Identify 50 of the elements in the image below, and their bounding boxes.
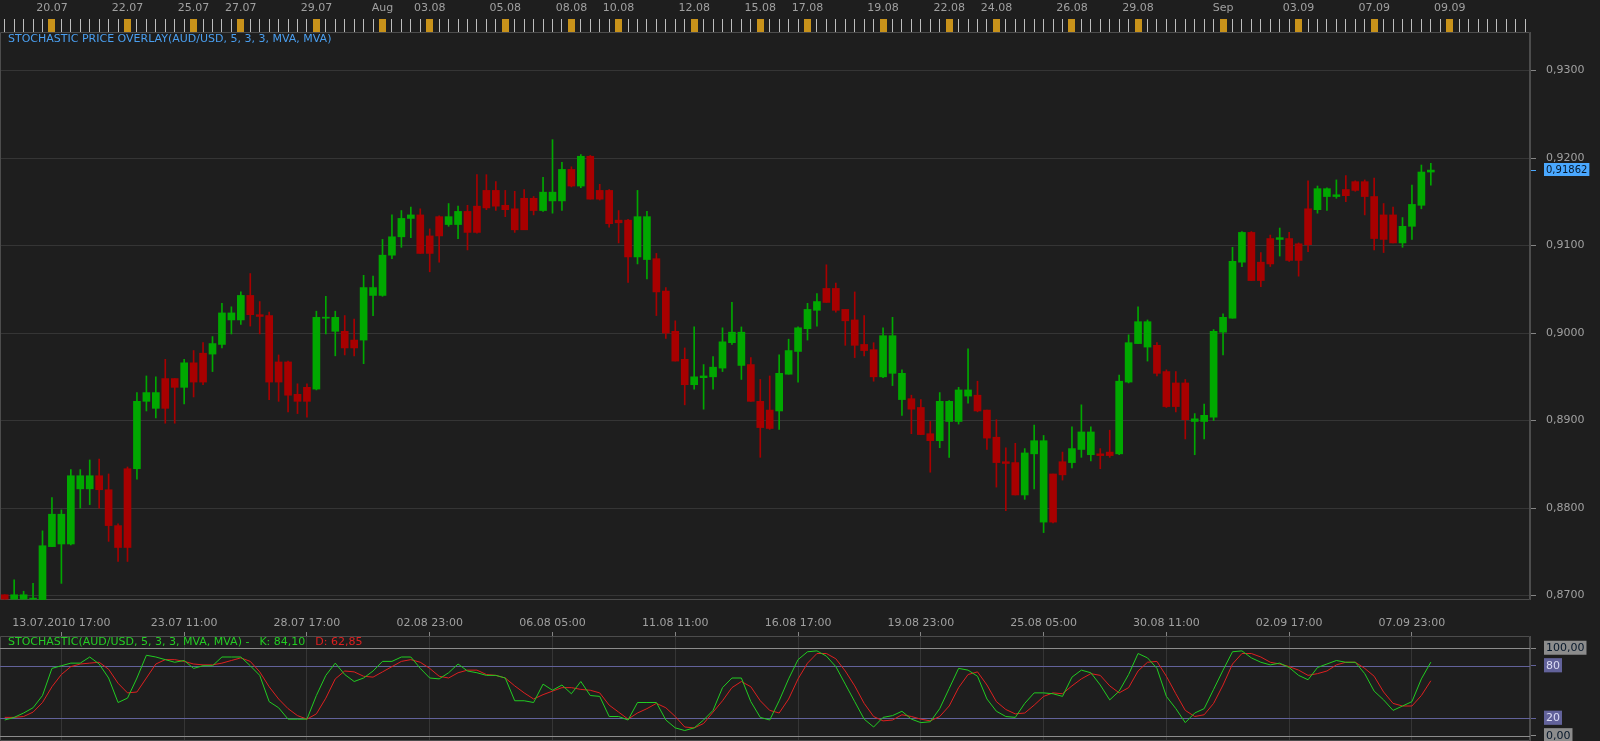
y-tick-label: 0,00 [1546, 728, 1571, 741]
x-tick-label: 11.08 11:00 [641, 616, 709, 630]
x-tick-label: 15.08 [744, 1, 777, 15]
x-tick-label: 12.08 [678, 1, 710, 15]
x-tick-label: 25.08 05:00 [1010, 616, 1077, 630]
x-tick-label: 16.08 17:00 [764, 616, 832, 630]
x-tick-label: 22.07 [111, 1, 144, 15]
x-tick-label: 03.09 [1282, 1, 1315, 15]
x-tick-label: 22.08 [933, 1, 965, 15]
y-tick-label: 0,9000 [1546, 325, 1585, 339]
x-tick-label: 20.07 [36, 1, 68, 15]
x-tick-label: 17.08 [791, 1, 824, 15]
y-tick-label: 0,91862 [1546, 163, 1588, 175]
y-tick-label: 0,8700 [1546, 588, 1585, 602]
x-tick-label: 30.08 11:00 [1133, 616, 1200, 630]
text: D: 62,85 [315, 634, 363, 648]
x-tick-label: 08.08 [555, 1, 588, 15]
x-tick-label: 02.09 17:00 [1255, 616, 1323, 630]
x-tick-label: 06.08 05:00 [519, 616, 586, 630]
y-tick-label: 0,9200 [1546, 150, 1585, 164]
x-tick-label: 13.07.2010 17:00 [12, 616, 111, 630]
x-tick-label: Aug [371, 1, 394, 15]
chart-title: STOCHASTIC PRICE OVERLAY(AUD/USD, 5, 3, 3, MVA, MVA) [8, 31, 332, 45]
x-tick-label: 23.07 11:00 [150, 616, 218, 630]
x-tick-label: 24.08 [980, 1, 1013, 15]
x-tick-label: 27.07 [225, 1, 257, 15]
y-tick-label: 100,00 [1546, 641, 1585, 655]
x-tick-label: 28.07 17:00 [273, 616, 341, 630]
x-tick-label: 07.09 23:00 [1378, 616, 1446, 630]
y-tick-label: 0,9100 [1546, 238, 1585, 252]
x-tick-label: 19.08 23:00 [887, 616, 955, 630]
series-label: K: 84,10 [259, 634, 306, 648]
x-tick-label: 19.08 [867, 1, 899, 15]
x-tick-label: 29.07 [300, 1, 333, 15]
x-tick-label: 02.08 23:00 [396, 616, 464, 630]
x-tick-label: 05.08 [489, 1, 522, 15]
x-tick-label: 09.09 [1433, 1, 1466, 15]
y-tick-label: 0,9300 [1546, 63, 1585, 77]
x-tick-label: 10.08 [602, 1, 635, 15]
x-tick-label: 07.09 [1358, 1, 1390, 15]
x-tick-label: Sep [1212, 1, 1234, 15]
y-tick-label: 0,8800 [1546, 500, 1585, 514]
x-tick-label: 29.08 [1122, 1, 1154, 15]
x-tick-label: 03.08 [413, 1, 446, 15]
x-tick-label: 26.08 [1056, 1, 1088, 15]
chart-title: STOCHASTIC(AUD/USD, 5, 3, 3, MVA, MVA) - [8, 634, 250, 648]
x-tick-label: 25.07 [177, 1, 210, 15]
y-tick-label: 20 [1546, 711, 1560, 725]
y-tick-label: 0,8900 [1546, 413, 1585, 427]
y-tick-label: 80 [1546, 658, 1560, 672]
